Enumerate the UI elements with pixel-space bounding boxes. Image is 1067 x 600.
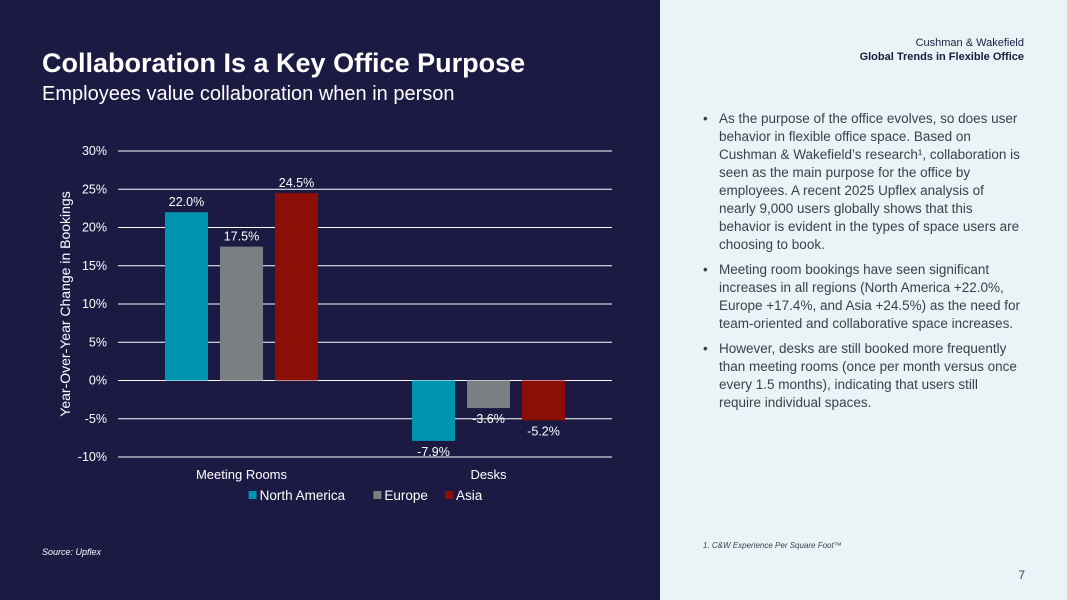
legend-swatch <box>373 491 382 499</box>
left-panel: Collaboration Is a Key Office Purpose Em… <box>0 0 660 600</box>
footnote: 1. C&W Experience Per Square Foot™ <box>703 541 842 550</box>
bar <box>522 380 565 421</box>
y-tick-label: 25% <box>82 182 107 196</box>
data-label: -5.2% <box>527 424 560 438</box>
bullet-text: Meeting room bookings have seen signific… <box>719 262 1020 331</box>
bar <box>467 380 510 409</box>
brand-block: Cushman & Wakefield Global Trends in Fle… <box>860 36 1024 64</box>
y-tick-label: 30% <box>82 144 107 158</box>
bullet-item: • Meeting room bookings have seen signifi… <box>703 261 1023 333</box>
right-panel: Cushman & Wakefield Global Trends in Fle… <box>660 0 1067 600</box>
bullet-item: • However, desks are still booked more fr… <box>703 340 1023 412</box>
bar <box>220 246 263 381</box>
legend-label: Asia <box>456 488 483 503</box>
legend-swatch <box>248 491 257 499</box>
legend-label: North America <box>260 488 346 503</box>
bullet-dot: • <box>703 262 708 277</box>
y-axis-label: Year-Over-Year Change in Bookings <box>57 191 73 416</box>
bullet-dot: • <box>703 341 708 356</box>
bar-chart: 30% 25% 20% 15% 10% 5% 0% -5% -10% Year-Over-Year… <box>57 144 612 503</box>
bar <box>165 212 208 381</box>
y-tick-label: -10% <box>78 450 107 464</box>
bullet-text: As the purpose of the office evolves, so… <box>719 111 1020 252</box>
y-tick-label: 20% <box>82 221 107 235</box>
page-number: 7 <box>1018 568 1025 582</box>
legend-label: Europe <box>384 488 428 503</box>
page-subtitle: Employees value collaboration when in pe… <box>42 83 455 105</box>
bar <box>412 380 455 441</box>
report-name: Global Trends in Flexible Office <box>859 51 1024 63</box>
bullet-item: • As the purpose of the office evolves, s… <box>703 110 1023 254</box>
x-category-label: Meeting Rooms <box>196 467 288 482</box>
page-title: Collaboration Is a Key Office Purpose <box>42 48 526 78</box>
data-label: 22.0% <box>169 195 204 209</box>
data-label: -3.6% <box>472 412 505 426</box>
y-tick-label: 10% <box>82 297 107 311</box>
y-tick-label: -5% <box>85 412 107 426</box>
y-tick-label: 0% <box>89 374 107 388</box>
company-name: Cushman & Wakefield <box>915 37 1024 49</box>
source-note: Source: Upflex <box>42 547 102 557</box>
y-tick-label: 5% <box>89 335 107 349</box>
bullet-dot: • <box>703 111 708 126</box>
y-tick-label: 15% <box>82 259 107 273</box>
legend-swatch <box>445 491 453 499</box>
x-category-label: Desks <box>470 467 507 482</box>
data-label: 17.5% <box>224 230 259 244</box>
bullet-text: However, desks are still booked more fre… <box>719 341 1017 410</box>
bullet-list: • As the purpose of the office evolves, s… <box>703 110 1023 419</box>
bar <box>275 193 318 381</box>
data-label: 24.5% <box>279 176 314 190</box>
data-label: -7.9% <box>417 445 450 459</box>
